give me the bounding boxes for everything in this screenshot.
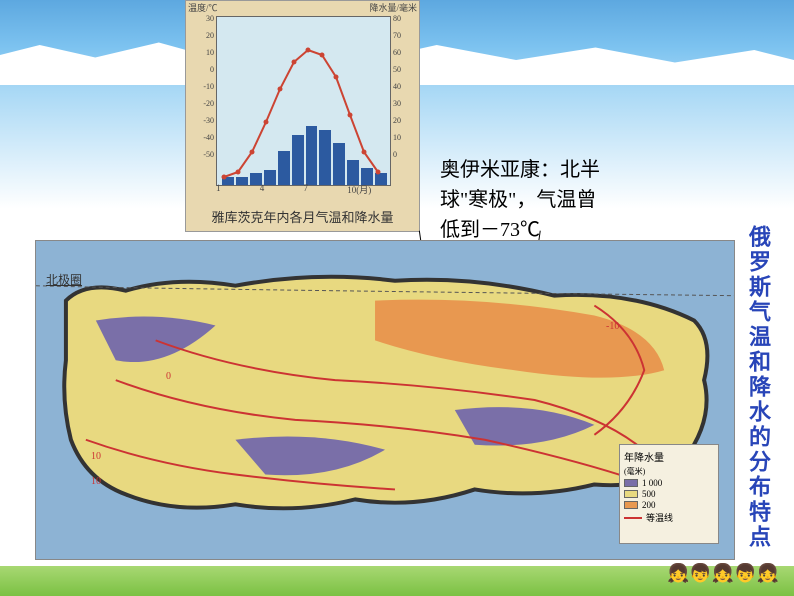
legend-isoline-label: 等温线: [646, 511, 673, 524]
legend-swatch: [624, 479, 638, 487]
kids-illustration: 👧👦👧👦👧: [667, 563, 779, 584]
legend-row: 1 000: [624, 478, 714, 488]
climate-chart: 温度/℃ 降水量/毫米 3020100-10-20-30-40-50 80706…: [185, 0, 420, 232]
y-right-ticks: 80706050403020100: [393, 14, 407, 167]
isotherm-label: 0: [166, 371, 171, 382]
vertical-title: 俄罗斯气温和降水的分布特点: [742, 225, 774, 550]
legend-row: 200: [624, 500, 714, 510]
legend-isoline-swatch: [624, 517, 642, 519]
isotherm-label: 10: [91, 476, 101, 487]
isotherm-label: 10: [91, 451, 101, 462]
russia-map: 北极圈 -10001010 年降水量 (毫米) 1 000500200 等温线: [35, 240, 735, 560]
y-left-ticks: 3020100-10-20-30-40-50: [200, 14, 214, 167]
x-ticks: 14710(月): [216, 183, 391, 196]
arctic-circle-label: 北极圈: [46, 271, 82, 288]
legend-isoline-row: 等温线: [624, 511, 714, 524]
chart-plot-area: [216, 16, 391, 186]
oimyakon-annotation: 奥伊米亚康：北半 球"寒极"，气温曾 低到－73℃: [440, 155, 600, 245]
legend-label: 200: [642, 500, 656, 510]
isotherm-label: -10: [606, 321, 619, 332]
legend-label: 1 000: [642, 478, 662, 488]
legend-row: 500: [624, 489, 714, 499]
legend-title: 年降水量: [624, 449, 714, 464]
temp-line: [217, 17, 390, 185]
legend-unit: (毫米): [624, 466, 714, 477]
anno-line1: 奥伊米亚康：北半: [440, 155, 600, 185]
y-right-label: 降水量/毫米: [369, 1, 417, 14]
legend-swatch: [624, 490, 638, 498]
chart-caption: 雅库茨克年内各月气温和降水量: [186, 207, 419, 226]
y-left-label: 温度/℃: [188, 1, 218, 14]
legend-label: 500: [642, 489, 656, 499]
anno-line2: 球"寒极"，气温曾: [440, 185, 600, 215]
legend-swatch: [624, 501, 638, 509]
map-legend: 年降水量 (毫米) 1 000500200 等温线: [619, 444, 719, 544]
